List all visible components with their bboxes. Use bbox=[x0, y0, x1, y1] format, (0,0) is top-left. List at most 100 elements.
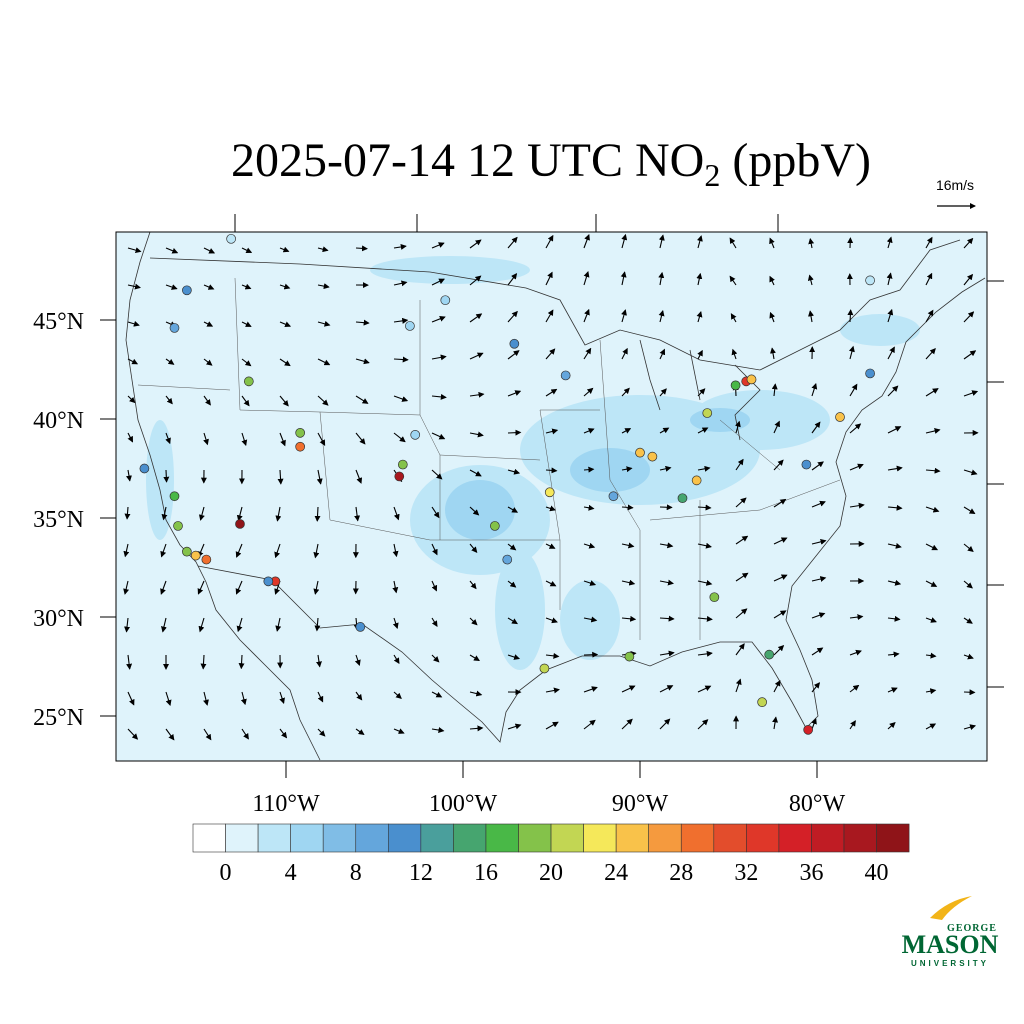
wind-arrow bbox=[659, 388, 667, 397]
wind-arrow bbox=[925, 652, 937, 659]
wind-arrow bbox=[925, 506, 940, 513]
station bbox=[139, 463, 150, 474]
wind-arrow bbox=[392, 617, 399, 630]
wind-arrow bbox=[431, 654, 440, 663]
vector-reference-label: 16m/s bbox=[936, 177, 974, 193]
wind-arrow bbox=[658, 271, 665, 286]
wind-arrow bbox=[849, 720, 856, 730]
wind-arrow bbox=[735, 643, 745, 656]
station bbox=[608, 491, 619, 502]
wind-arrow bbox=[811, 717, 817, 730]
wind-arrow bbox=[545, 234, 554, 249]
wind-arrow bbox=[469, 391, 485, 398]
station bbox=[182, 285, 192, 296]
lon-tick-label: 90°W bbox=[612, 791, 669, 817]
wind-arrow bbox=[198, 617, 205, 633]
wind-arrow bbox=[658, 234, 665, 249]
wind-arrow bbox=[545, 580, 557, 587]
wind-arrow bbox=[197, 580, 205, 595]
wind-arrow bbox=[811, 382, 818, 397]
wind-arrow bbox=[887, 308, 894, 323]
wind-arrow bbox=[697, 504, 712, 511]
wind-arrow bbox=[769, 237, 775, 249]
station bbox=[560, 370, 571, 381]
station bbox=[235, 519, 245, 529]
wind-arrow bbox=[925, 272, 933, 286]
station bbox=[169, 323, 180, 333]
wind-arrow bbox=[659, 348, 666, 360]
wind-arrow bbox=[925, 236, 933, 249]
map-area bbox=[116, 232, 987, 761]
wind-arrow bbox=[887, 385, 899, 397]
colorbar-label: 28 bbox=[669, 860, 693, 886]
wind-arrow bbox=[545, 543, 556, 549]
wind-arrow bbox=[659, 718, 671, 730]
wind-arrow bbox=[127, 247, 142, 254]
station bbox=[624, 651, 635, 662]
wind-arrow bbox=[963, 311, 975, 323]
station bbox=[355, 622, 366, 632]
wind-arrow bbox=[203, 691, 209, 706]
wind-arrow bbox=[198, 506, 205, 521]
wind-arrow bbox=[317, 283, 330, 290]
wind-arrow bbox=[236, 617, 243, 633]
wind-arrow bbox=[659, 685, 674, 693]
wind-arrow bbox=[811, 500, 826, 508]
wind-arrow bbox=[773, 537, 788, 545]
wind-arrow bbox=[317, 691, 324, 703]
wind-arrow bbox=[241, 728, 249, 740]
wind-arrow bbox=[469, 313, 483, 323]
wind-arrow bbox=[431, 393, 447, 400]
wind-arrow bbox=[887, 579, 902, 586]
wind-arrow bbox=[735, 497, 747, 508]
wind-arrow bbox=[963, 237, 974, 249]
wind-arrow bbox=[773, 574, 788, 582]
wind-arrow bbox=[316, 654, 322, 668]
wind-arrow bbox=[963, 390, 979, 397]
wind-arrow bbox=[393, 691, 402, 699]
wind-arrow bbox=[583, 542, 596, 549]
station bbox=[509, 338, 520, 349]
wind-arrow bbox=[165, 728, 175, 741]
wind-arrow bbox=[507, 273, 518, 286]
wind-arrow bbox=[621, 685, 636, 693]
wind-arrow bbox=[808, 310, 814, 323]
station bbox=[709, 592, 720, 603]
wind-arrow bbox=[161, 617, 167, 633]
wind-arrow bbox=[697, 579, 713, 586]
wind-arrow bbox=[235, 580, 243, 595]
wind-arrow bbox=[811, 612, 826, 619]
wind-arrow bbox=[583, 308, 590, 323]
wind-arrow bbox=[279, 728, 288, 739]
wind-arrow bbox=[160, 580, 167, 595]
wind-arrow bbox=[431, 506, 440, 519]
station bbox=[169, 491, 180, 502]
wind-arrow bbox=[275, 506, 282, 522]
wind-arrow bbox=[621, 718, 633, 730]
wind-arrow bbox=[203, 728, 212, 741]
wind-arrow bbox=[734, 420, 741, 434]
wind-arrow bbox=[507, 617, 518, 625]
wind-arrow bbox=[545, 388, 558, 397]
colorbar-box bbox=[485, 823, 519, 853]
title-tail: (ppbV) bbox=[720, 134, 871, 187]
logo-swoosh bbox=[930, 896, 972, 920]
wind-arrow bbox=[507, 390, 522, 397]
wind-arrow bbox=[203, 247, 216, 254]
wind-arrow bbox=[127, 432, 133, 443]
wind-arrow bbox=[317, 246, 329, 253]
wind-arrow bbox=[469, 543, 478, 553]
wind-arrow bbox=[583, 428, 595, 434]
wind-arrow bbox=[773, 459, 784, 471]
station bbox=[295, 441, 306, 452]
colorbar-label: 8 bbox=[350, 860, 362, 886]
wind-arrow bbox=[887, 465, 903, 472]
station bbox=[764, 649, 775, 660]
wind-arrow bbox=[849, 423, 862, 434]
colorbar-box bbox=[843, 823, 877, 853]
wind-arrow bbox=[963, 653, 974, 660]
logo-top: GEORGE bbox=[947, 923, 997, 934]
wind-arrow bbox=[583, 686, 598, 693]
wind-arrow bbox=[241, 358, 252, 367]
wind-arrow bbox=[773, 498, 787, 508]
